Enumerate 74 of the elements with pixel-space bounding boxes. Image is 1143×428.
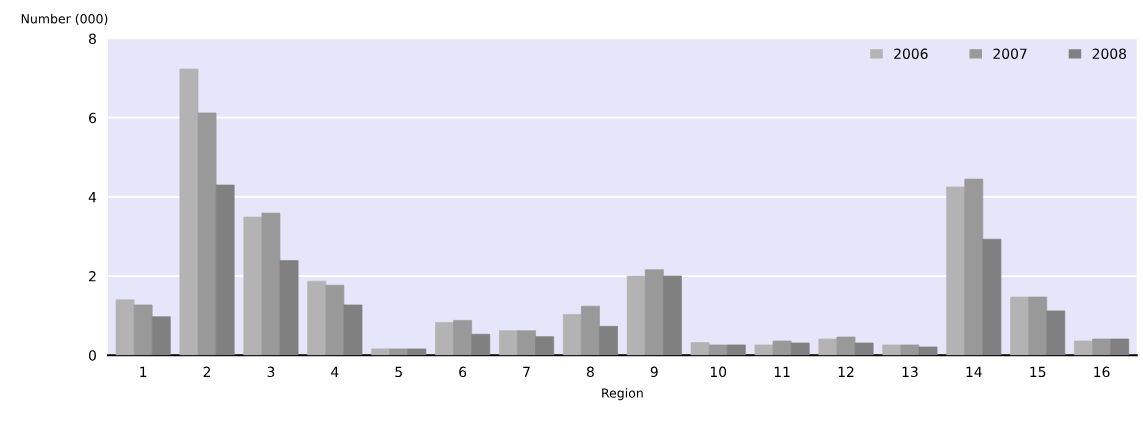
bar	[818, 338, 838, 356]
bar	[690, 342, 710, 356]
bar	[626, 275, 646, 356]
x-tick-label: 15	[1030, 366, 1046, 378]
bar	[836, 336, 856, 356]
x-tick-label: 16	[1094, 366, 1110, 378]
bar	[663, 275, 682, 356]
bar	[371, 348, 391, 356]
legend-label: 2008	[1092, 48, 1127, 59]
x-tick-label: 1	[140, 366, 147, 377]
bar	[1074, 340, 1093, 356]
bar	[754, 344, 774, 356]
bar	[535, 336, 555, 356]
x-tick-label: 5	[395, 366, 402, 378]
bar	[215, 184, 235, 356]
bar	[115, 299, 135, 356]
x-tick-label: 11	[774, 366, 790, 377]
bar	[151, 316, 171, 356]
x-tick-label: 14	[966, 366, 982, 377]
y-tick-label: 4	[88, 192, 97, 203]
bar	[499, 330, 518, 356]
bar	[243, 216, 263, 356]
bar	[435, 322, 454, 356]
x-axis-title: Region	[602, 388, 643, 401]
bar	[900, 344, 920, 356]
bar	[726, 344, 746, 356]
bar	[772, 340, 792, 356]
bar	[882, 344, 902, 356]
bar	[407, 348, 427, 356]
bar	[197, 112, 217, 356]
y-tick-label: 8	[89, 33, 96, 44]
bar	[1046, 310, 1066, 356]
bar	[1028, 296, 1048, 356]
bar	[581, 305, 600, 356]
bar	[307, 280, 327, 356]
bar	[343, 304, 363, 356]
x-tick-label: 2	[203, 366, 211, 377]
bar	[1092, 338, 1111, 356]
bar	[453, 320, 473, 356]
x-tick-label: 10	[710, 366, 727, 378]
x-tick-label: 3	[267, 366, 275, 378]
bar	[790, 342, 810, 356]
bar	[471, 333, 491, 356]
bar	[918, 346, 938, 356]
bar	[982, 238, 1002, 356]
y-tick-label: 6	[89, 112, 97, 124]
bar	[599, 325, 618, 356]
bar	[946, 186, 966, 356]
bar	[325, 284, 345, 356]
x-tick-label: 7	[523, 366, 530, 377]
bar	[708, 344, 728, 356]
bar	[133, 304, 153, 356]
bar	[562, 314, 582, 356]
y-tick-label: 0	[88, 350, 96, 361]
bar	[261, 212, 281, 356]
bar	[517, 330, 536, 356]
x-tick-label: 8	[586, 366, 594, 378]
x-tick-label: 13	[902, 366, 918, 378]
x-tick-label: 9	[650, 366, 658, 378]
bar	[1110, 338, 1130, 356]
legend-label: 2006	[894, 48, 928, 59]
bar	[964, 178, 984, 356]
bar	[1010, 296, 1029, 356]
bar	[179, 68, 199, 356]
x-tick-label: 4	[331, 366, 339, 377]
bar	[389, 348, 409, 356]
legend-label: 2007	[993, 48, 1027, 59]
bar	[854, 342, 874, 356]
y-axis-title: Number (000)	[21, 13, 108, 25]
y-tick-label: 2	[89, 271, 96, 282]
bar	[644, 269, 664, 356]
bar	[279, 260, 299, 356]
x-tick-label: 6	[459, 366, 467, 378]
x-tick-label: 12	[838, 366, 854, 377]
